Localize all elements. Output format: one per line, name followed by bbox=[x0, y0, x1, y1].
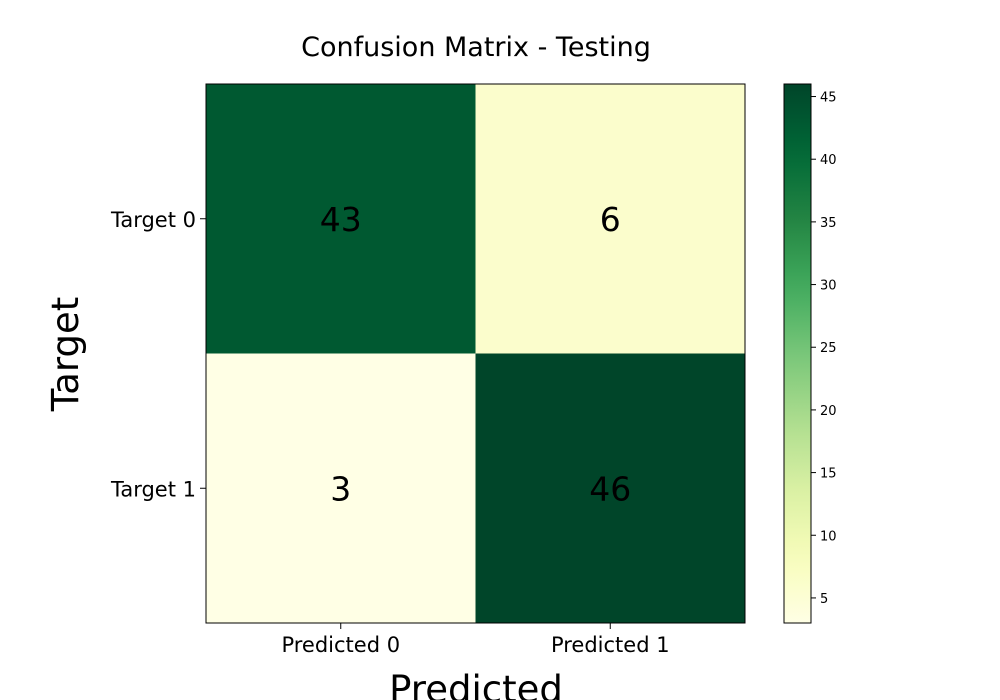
colorbar-tick-label: 25 bbox=[820, 341, 837, 356]
y-axis-label: Target bbox=[44, 297, 87, 412]
colorbar-tick-label: 15 bbox=[820, 467, 837, 482]
cell-value: 46 bbox=[589, 469, 631, 508]
cell-value-labels: 43 6 3 46 bbox=[320, 200, 632, 509]
y-tick-label: Target 0 bbox=[110, 208, 196, 232]
heatmap-cell bbox=[206, 84, 476, 354]
colorbar-ticks: 5 10 15 20 25 30 35 40 45 bbox=[811, 91, 837, 607]
colorbar-tick-label: 20 bbox=[820, 404, 837, 419]
heatmap-cell bbox=[206, 353, 476, 623]
x-axis-label: Predicted bbox=[389, 668, 563, 700]
heatmap-cell bbox=[475, 84, 745, 354]
heatmap-cell bbox=[475, 353, 745, 623]
colorbar-tick-label: 40 bbox=[820, 153, 837, 168]
colorbar-tick-label: 30 bbox=[820, 279, 837, 294]
plot-frame bbox=[205, 83, 746, 624]
x-axis-ticks: Predicted 0 Predicted 1 bbox=[281, 623, 670, 657]
colorbar-tick-label: 10 bbox=[820, 529, 837, 544]
colorbar-tick-label: 35 bbox=[820, 216, 837, 231]
heatmap-cells bbox=[206, 84, 745, 623]
colorbar-tick-label: 45 bbox=[820, 91, 837, 106]
cell-value: 43 bbox=[320, 200, 362, 239]
colorbar-tick-label: 5 bbox=[820, 592, 828, 607]
chart-title: Confusion Matrix - Testing bbox=[301, 32, 651, 63]
y-tick-label: Target 1 bbox=[110, 477, 196, 501]
x-tick-label: Predicted 1 bbox=[551, 633, 670, 657]
cell-value: 6 bbox=[600, 200, 621, 239]
y-axis-ticks: Target 0 Target 1 bbox=[110, 208, 206, 501]
cell-value: 3 bbox=[330, 469, 351, 508]
x-tick-label: Predicted 0 bbox=[281, 633, 400, 657]
colorbar bbox=[783, 83, 812, 624]
